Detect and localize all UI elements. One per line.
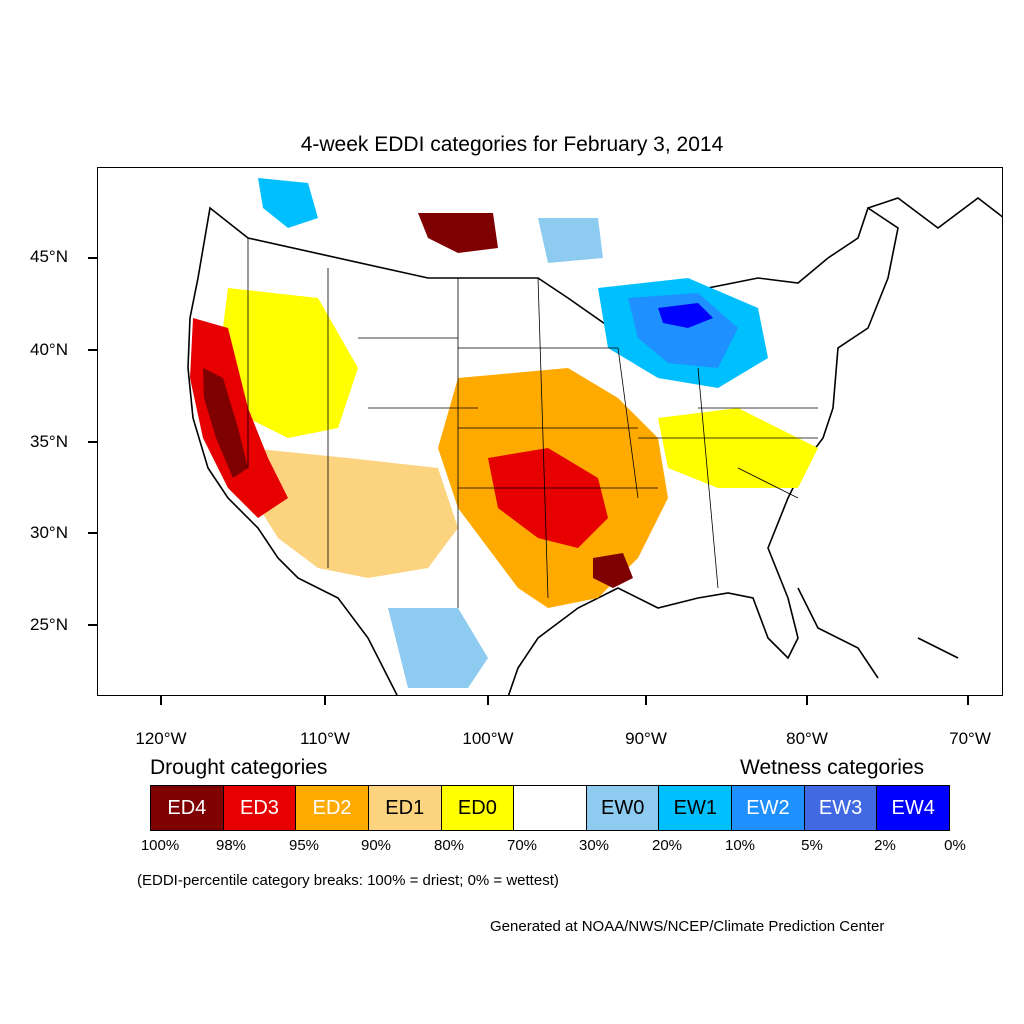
ed4-louisiana <box>593 553 633 588</box>
percentile-label: 90% <box>360 837 392 854</box>
legend-color-bar: ED4 ED3 ED2 ED1 ED0 EW0 EW1 EW2 EW3 EW4 <box>150 785 950 831</box>
lat-label: 30°N <box>30 523 68 542</box>
ew0-minnesota <box>538 218 603 263</box>
wetness-categories-heading: Wetness categories <box>740 756 925 779</box>
drought-categories-heading: Drought categories <box>150 756 328 779</box>
percentile-label: 98% <box>215 837 247 854</box>
legend-category-ed2: ED2 <box>296 786 369 830</box>
legend-category-ed1: ED1 <box>368 786 442 830</box>
percentile-label: 20% <box>651 837 683 854</box>
lon-label: 110°W <box>300 729 350 748</box>
lat-tick <box>88 624 97 626</box>
lat-tick <box>88 441 97 443</box>
legend-category-ed3: ED3 <box>223 786 297 830</box>
legend-category-ew3: EW3 <box>804 786 878 830</box>
legend-category-neutral <box>514 786 587 830</box>
ed4-north-dakota <box>418 213 498 253</box>
map-panel <box>97 167 1003 696</box>
category-breaks-note: (EDDI-percentile category breaks: 100% =… <box>137 872 559 889</box>
ed0-appalachia <box>658 408 818 488</box>
legend-category-ew2: EW2 <box>732 786 805 830</box>
lat-label: 35°N <box>30 432 68 451</box>
percentile-label: 10% <box>724 837 756 854</box>
lon-label: 100°W <box>462 729 514 748</box>
lon-tick <box>806 696 808 705</box>
ed4-california <box>203 368 248 478</box>
percentile-label: 80% <box>433 837 465 854</box>
ed0-west-band <box>218 288 358 438</box>
lon-label: 80°W <box>786 729 828 748</box>
lon-label: 120°W <box>135 729 187 748</box>
ew4-lake-superior <box>658 303 713 328</box>
percentile-label: 70% <box>506 837 538 854</box>
ew0-mexico <box>388 608 488 688</box>
lat-tick <box>88 257 97 259</box>
state-borders <box>247 238 818 608</box>
percentile-label: 100% <box>140 837 180 854</box>
ew2-great-lakes <box>628 293 738 368</box>
lat-tick <box>88 349 97 351</box>
lat-label: 40°N <box>30 340 68 359</box>
lon-tick <box>160 696 162 705</box>
map-title: 4-week EDDI categories for February 3, 2… <box>300 133 724 156</box>
credit-line: Generated at NOAA/NWS/NCEP/Climate Predi… <box>490 918 885 935</box>
percentile-label: 5% <box>801 837 823 854</box>
legend-category-ed4: ED4 <box>151 786 224 830</box>
legend-category-ew4: EW4 <box>877 786 950 830</box>
percentile-label: 95% <box>288 837 320 854</box>
legend-category-ew0: EW0 <box>586 786 660 830</box>
legend-category-ew1: EW1 <box>659 786 733 830</box>
lat-label: 45°N <box>30 247 68 266</box>
coastline <box>797 196 1002 679</box>
ed3-california <box>190 318 288 518</box>
legend-category-ed0: ED0 <box>441 786 515 830</box>
lon-tick <box>324 696 326 705</box>
lon-label: 90°W <box>625 729 667 748</box>
ed3-texas-ok <box>488 448 608 548</box>
percentile-label: 2% <box>874 837 896 854</box>
ed1-southwest <box>248 448 458 578</box>
eddi-map <box>187 178 1002 695</box>
ew1-montana <box>258 178 318 228</box>
percentile-label: 30% <box>578 837 610 854</box>
lon-tick <box>645 696 647 705</box>
percentile-label: 0% <box>944 837 966 854</box>
lat-label: 25°N <box>30 615 68 634</box>
lon-label: 70°W <box>949 729 991 748</box>
lat-tick <box>88 532 97 534</box>
lon-tick <box>487 696 489 705</box>
lon-tick <box>967 696 969 705</box>
